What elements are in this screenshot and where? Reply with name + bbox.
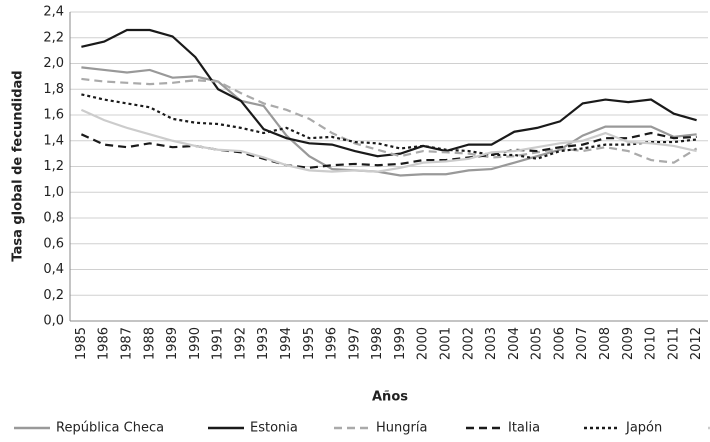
x-tick-label: 2004	[507, 327, 522, 360]
line-series	[81, 77, 698, 164]
x-tick-label: 2002	[461, 327, 476, 360]
line-series	[81, 93, 697, 160]
x-tick-label: 1985	[74, 327, 89, 360]
legend-label: Japón	[625, 421, 662, 436]
x-tick-label: 2011	[666, 327, 681, 360]
y-tick-label: 0,2	[43, 288, 64, 303]
x-tick-label: 1993	[256, 327, 271, 360]
legend-label: Italia	[508, 421, 540, 436]
x-tick-label: 2003	[484, 327, 499, 360]
x-tick-label: 1992	[233, 327, 248, 360]
y-tick-label: 2,2	[43, 30, 64, 45]
x-tick-label: 1996	[325, 327, 340, 360]
y-tick-label: 1,6	[43, 108, 64, 123]
x-tick-label: 2008	[598, 327, 613, 360]
y-tick-label: 1,2	[43, 159, 64, 174]
legend-label: Hungría	[376, 421, 427, 436]
x-tick-label: 1990	[188, 327, 203, 360]
x-tick-label: 2006	[552, 327, 567, 360]
x-tick-label: 1995	[302, 327, 317, 360]
x-axis-title: Años	[372, 390, 408, 405]
x-tick-label: 1991	[211, 327, 226, 360]
x-tick-label: 2000	[416, 327, 431, 360]
x-tick-label: 2001	[438, 327, 453, 360]
y-tick-label: 0,6	[43, 236, 64, 251]
x-tick-label: 1999	[393, 327, 408, 360]
legend-label: Estonia	[250, 421, 298, 436]
line-series	[80, 131, 697, 169]
y-tick-label: 0,8	[43, 211, 64, 226]
y-tick-label: 0,0	[43, 314, 64, 329]
y-tick-label: 1,8	[43, 82, 64, 97]
line-series	[80, 108, 697, 173]
y-tick-label: 1,0	[43, 185, 64, 200]
x-tick-label: 2009	[621, 327, 636, 360]
y-axis-title: Tasa global de fecundidad	[11, 70, 26, 261]
x-tick-label: 1989	[165, 327, 180, 360]
x-tick-label: 1987	[119, 327, 134, 360]
y-tick-label: 2,0	[43, 56, 64, 71]
y-tick-label: 2,4	[43, 5, 64, 20]
x-tick-label: 1994	[279, 327, 294, 360]
x-tick-label: 2012	[689, 327, 704, 360]
x-tick-label: 1997	[347, 327, 362, 360]
x-tick-label: 2005	[530, 327, 545, 360]
line-series	[81, 28, 697, 158]
x-tick-label: 1998	[370, 327, 385, 360]
line-series	[81, 66, 697, 177]
legend-label: República Checa	[56, 421, 164, 436]
x-tick-label: 2010	[644, 327, 659, 360]
x-tick-label: 1986	[97, 327, 112, 360]
x-tick-label: 2007	[575, 327, 590, 360]
y-tick-label: 0,4	[43, 262, 64, 277]
x-tick-label: 1988	[142, 327, 157, 360]
y-tick-label: 1,4	[43, 133, 64, 148]
